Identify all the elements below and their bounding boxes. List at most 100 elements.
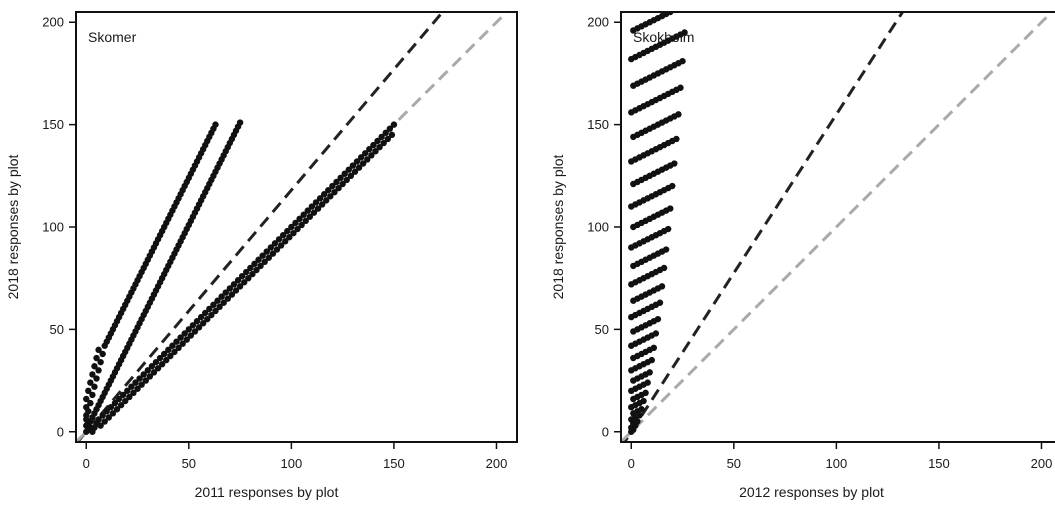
data-point bbox=[271, 240, 279, 247]
data-point bbox=[314, 205, 322, 212]
data-point bbox=[259, 252, 266, 259]
data-point bbox=[323, 197, 330, 204]
reference-line-1 bbox=[621, 12, 1054, 442]
data-point bbox=[335, 184, 342, 192]
data-point bbox=[197, 313, 205, 321]
data-point bbox=[83, 403, 90, 411]
y-tick-label: 50 bbox=[50, 322, 64, 337]
data-point bbox=[216, 303, 223, 311]
data-point bbox=[343, 176, 350, 184]
data-point bbox=[85, 387, 92, 395]
data-point bbox=[226, 285, 234, 292]
data-point bbox=[109, 410, 117, 417]
data-point bbox=[208, 311, 215, 319]
data-point bbox=[99, 412, 106, 419]
reference-line-0 bbox=[622, 12, 905, 442]
data-point bbox=[91, 383, 98, 390]
data-point bbox=[331, 188, 338, 196]
data-point bbox=[669, 182, 676, 190]
data-point bbox=[117, 401, 125, 409]
data-point bbox=[232, 287, 240, 294]
data-point bbox=[320, 191, 328, 198]
data-point bbox=[292, 219, 299, 227]
data-point bbox=[341, 170, 348, 177]
panel-label: Skomer bbox=[88, 29, 137, 45]
data-point bbox=[351, 168, 359, 175]
data-point bbox=[310, 209, 318, 216]
data-point bbox=[115, 395, 123, 403]
data-point bbox=[179, 340, 186, 347]
data-point bbox=[380, 139, 387, 147]
data-point bbox=[279, 231, 287, 239]
data-point bbox=[632, 0, 638, 3]
data-point bbox=[249, 270, 256, 278]
data-point bbox=[300, 211, 307, 218]
data-point bbox=[349, 162, 357, 169]
data-point bbox=[329, 182, 336, 190]
data-point bbox=[390, 121, 398, 128]
data-point bbox=[212, 121, 219, 128]
y-axis-label: 2018 responses by plot bbox=[5, 155, 21, 300]
data-point bbox=[238, 272, 246, 280]
x-tick-label: 150 bbox=[383, 456, 405, 471]
data-point bbox=[224, 295, 231, 302]
data-point bbox=[95, 416, 102, 423]
data-point bbox=[656, 299, 664, 306]
data-point bbox=[667, 205, 674, 212]
data-point bbox=[181, 330, 188, 337]
x-axis-label: 2012 responses by plot bbox=[739, 484, 884, 500]
data-point bbox=[671, 160, 678, 167]
data-point bbox=[372, 148, 379, 155]
data-point bbox=[644, 379, 651, 386]
data-point bbox=[652, 330, 660, 337]
data-point bbox=[339, 180, 346, 188]
data-point bbox=[327, 193, 334, 200]
data-point bbox=[296, 215, 303, 223]
data-point bbox=[146, 373, 154, 380]
data-point bbox=[304, 207, 311, 214]
data-point bbox=[265, 254, 273, 261]
data-point bbox=[362, 150, 369, 157]
data-point bbox=[163, 356, 170, 364]
data-point bbox=[214, 297, 221, 304]
data-point bbox=[306, 213, 314, 220]
data-point bbox=[191, 328, 199, 335]
data-point bbox=[177, 334, 184, 341]
data-point bbox=[355, 164, 363, 171]
data-point bbox=[374, 137, 381, 145]
data-point bbox=[236, 119, 244, 126]
data-point bbox=[316, 195, 324, 202]
data-point bbox=[345, 166, 353, 173]
x-tick-label: 50 bbox=[182, 456, 196, 471]
data-point bbox=[298, 221, 305, 229]
y-tick-label: 150 bbox=[42, 117, 64, 132]
x-axis-label: 2011 responses by plot bbox=[195, 484, 339, 500]
data-point bbox=[267, 244, 275, 251]
data-point bbox=[243, 268, 250, 276]
data-point bbox=[89, 391, 96, 399]
data-point bbox=[286, 234, 293, 241]
data-point bbox=[230, 281, 238, 288]
data-point bbox=[236, 283, 244, 290]
data-point bbox=[91, 363, 98, 370]
data-point bbox=[199, 320, 207, 327]
data-point bbox=[636, 0, 642, 1]
data-point bbox=[107, 403, 115, 411]
data-point bbox=[234, 277, 242, 284]
data-point bbox=[255, 256, 262, 263]
data-point bbox=[382, 129, 389, 137]
y-tick-label: 50 bbox=[595, 322, 609, 337]
data-point bbox=[119, 391, 127, 399]
data-point bbox=[173, 338, 180, 345]
data-point bbox=[165, 346, 172, 354]
data-point bbox=[384, 135, 391, 143]
x-tick-label: 0 bbox=[628, 456, 635, 471]
data-point bbox=[312, 199, 320, 206]
data-point bbox=[206, 305, 213, 313]
data-point bbox=[378, 133, 385, 141]
data-point bbox=[95, 346, 102, 354]
data-point bbox=[642, 389, 649, 397]
data-point bbox=[277, 242, 285, 249]
data-point bbox=[640, 397, 647, 405]
